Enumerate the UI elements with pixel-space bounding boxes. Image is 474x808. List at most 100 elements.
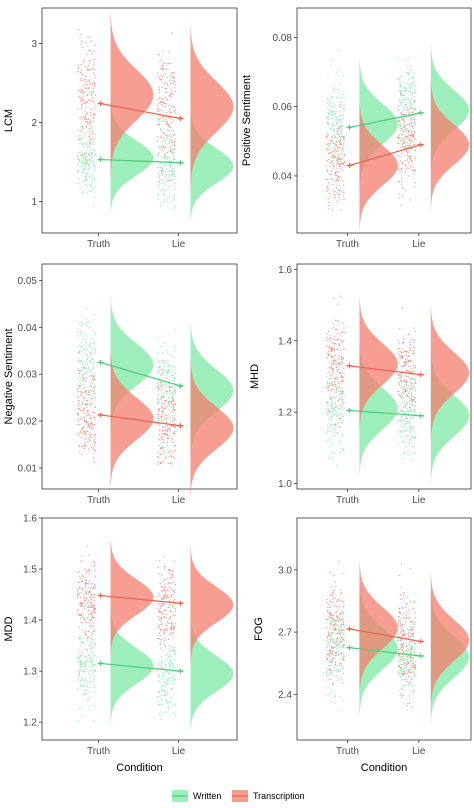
raw-point-transcription <box>341 342 343 344</box>
raw-point-written <box>160 202 162 204</box>
raw-point-written <box>164 160 166 162</box>
raw-point-transcription <box>84 79 86 81</box>
raw-point-transcription <box>165 103 167 105</box>
raw-point-transcription <box>403 338 405 340</box>
raw-point-written <box>327 99 329 101</box>
raw-point-written <box>336 624 338 626</box>
raw-point-transcription <box>164 589 166 591</box>
raw-point-transcription <box>161 598 163 600</box>
raw-point-transcription <box>172 399 174 402</box>
raw-point-transcription <box>406 144 408 146</box>
raw-point-transcription <box>92 64 94 66</box>
raw-point-transcription <box>337 638 339 640</box>
raw-point-transcription <box>408 131 410 133</box>
raw-point-transcription <box>94 107 96 109</box>
raw-point-written <box>81 715 83 718</box>
raw-point-written <box>91 177 93 179</box>
raw-point-written <box>411 129 413 131</box>
raw-point-written <box>331 659 334 661</box>
raw-point-written <box>159 692 161 694</box>
raw-point-written <box>332 424 334 426</box>
raw-point-transcription <box>341 592 343 594</box>
raw-point-written <box>92 161 95 163</box>
mean-line-transcription <box>100 594 181 604</box>
raw-point-written <box>342 390 344 392</box>
raw-point-written <box>92 180 94 183</box>
raw-point-transcription <box>411 633 413 635</box>
raw-point-written <box>400 667 402 669</box>
raw-point-transcription <box>160 398 162 400</box>
raw-point-transcription <box>326 598 328 601</box>
raw-point-transcription <box>171 632 173 634</box>
raw-point-transcription <box>399 147 401 149</box>
raw-point-written <box>156 696 159 698</box>
raw-point-written <box>157 363 159 365</box>
raw-point-written <box>158 167 160 169</box>
raw-point-transcription <box>93 587 95 589</box>
raw-point-written <box>332 123 334 125</box>
raw-point-transcription <box>90 601 92 603</box>
raw-point-written <box>89 326 91 328</box>
raw-point-written <box>85 176 87 178</box>
raw-point-transcription <box>82 94 84 96</box>
raw-point-written <box>77 656 79 658</box>
raw-point-transcription <box>85 634 87 636</box>
raw-point-transcription <box>329 622 332 624</box>
raw-point-transcription <box>404 364 406 367</box>
raw-point-written <box>339 441 341 443</box>
raw-point-transcription <box>401 351 403 353</box>
raw-point-transcription <box>93 600 95 602</box>
raw-point-transcription <box>339 662 341 665</box>
raw-point-written <box>403 428 405 430</box>
raw-point-written <box>161 409 164 411</box>
raw-point-written <box>91 646 93 649</box>
raw-point-transcription <box>159 101 161 104</box>
raw-point-written <box>332 130 334 132</box>
raw-point-transcription <box>163 133 165 135</box>
raw-point-transcription <box>337 320 339 322</box>
raw-point-transcription <box>162 396 164 398</box>
raw-point-transcription <box>168 63 170 65</box>
raw-point-transcription <box>85 631 87 633</box>
raw-point-written <box>329 445 331 448</box>
raw-point-written <box>170 396 173 398</box>
raw-point-written <box>94 674 96 677</box>
raw-point-written <box>398 124 400 126</box>
raw-point-transcription <box>409 355 411 357</box>
raw-point-transcription <box>401 673 403 675</box>
raw-point-transcription <box>170 95 172 98</box>
raw-point-transcription <box>166 83 168 85</box>
raw-point-transcription <box>167 589 169 591</box>
raw-point-written <box>92 132 95 134</box>
raw-point-written <box>79 675 81 678</box>
raw-point-transcription <box>84 118 86 120</box>
raw-point-transcription <box>411 666 413 669</box>
raw-point-transcription <box>87 94 89 96</box>
raw-point-written <box>165 168 168 170</box>
raw-point-written <box>334 85 336 88</box>
raw-point-transcription <box>405 611 408 613</box>
raw-point-transcription <box>168 401 170 403</box>
raw-point-transcription <box>174 626 176 629</box>
raw-point-transcription <box>174 450 176 452</box>
raw-point-written <box>406 402 409 404</box>
raw-point-transcription <box>161 79 163 81</box>
raw-point-transcription <box>94 442 96 444</box>
raw-point-transcription <box>84 403 86 405</box>
raw-point-transcription <box>339 165 341 167</box>
raw-point-written <box>411 660 413 662</box>
raw-point-transcription <box>413 632 415 635</box>
raw-point-transcription <box>166 596 169 598</box>
raw-point-written <box>411 389 414 392</box>
raw-point-written <box>80 635 82 638</box>
y-tick-label: 0.05 <box>18 276 38 287</box>
raw-point-transcription <box>404 350 406 352</box>
raw-point-transcription <box>326 339 328 341</box>
raw-point-written <box>400 127 402 130</box>
raw-point-written <box>340 138 342 140</box>
raw-point-written <box>80 393 82 395</box>
raw-point-transcription <box>170 386 172 388</box>
y-axis-label: Positive Sentiment <box>241 75 253 166</box>
raw-point-written <box>93 348 96 350</box>
raw-point-written <box>402 99 404 101</box>
